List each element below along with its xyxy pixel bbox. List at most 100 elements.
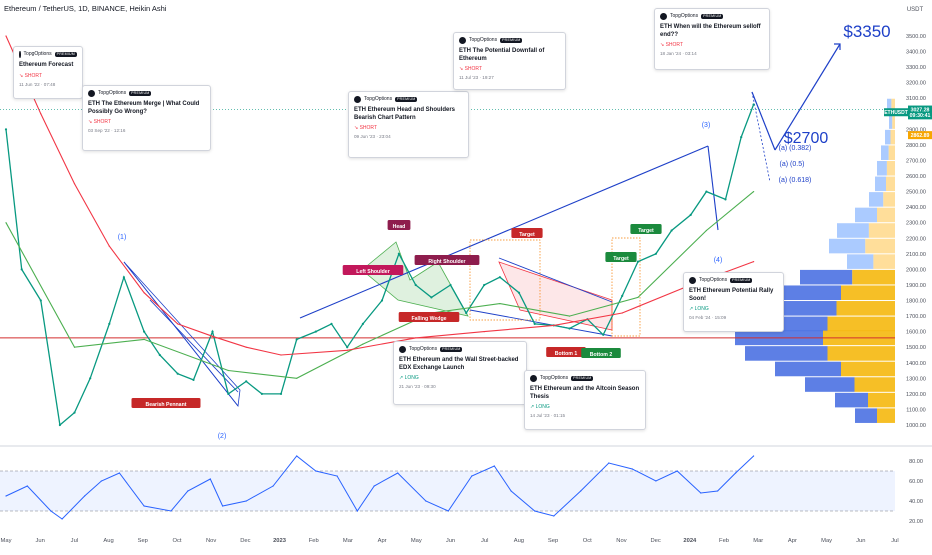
volume-profile-bar-down bbox=[883, 192, 895, 207]
idea-card-altcoin-season[interactable]: TopgOptions PREMIUM ETH Ethereum and the … bbox=[524, 370, 646, 430]
idea-card-ethereum-merge[interactable]: TopgOptions PREMIUM ETH The Ethereum Merg… bbox=[82, 85, 211, 151]
price-point bbox=[670, 229, 673, 232]
price-point bbox=[637, 296, 639, 298]
premium-badge: PREMIUM bbox=[440, 347, 463, 352]
volume-profile-bar-up bbox=[855, 207, 877, 223]
volume-profile-bar-down bbox=[827, 316, 895, 332]
price-tag-label[interactable]: 09:30:41 bbox=[910, 113, 931, 119]
price-point bbox=[158, 353, 161, 357]
volume-profile-bar-down bbox=[891, 98, 895, 114]
price-tick-label: 3500.00 bbox=[906, 34, 926, 40]
time-tick-label: Sep bbox=[548, 538, 558, 544]
price-point bbox=[280, 354, 282, 356]
idea-card-head-and-shoulders[interactable]: TopgOptions PREMIUM ETH Ethereum Head and… bbox=[348, 91, 469, 158]
rsi-point bbox=[170, 510, 172, 512]
time-tick-label: Oct bbox=[172, 538, 181, 544]
volume-profile-bar-up bbox=[800, 269, 853, 285]
rsi-point bbox=[373, 485, 375, 487]
volume-profile-bar-down bbox=[868, 392, 895, 408]
rsi-point bbox=[510, 490, 512, 492]
volume-profile-bar-down bbox=[865, 238, 895, 254]
card-title: ETH When will the Ethereum selloff end?? bbox=[660, 24, 761, 38]
bearish-pennant-label-bg bbox=[131, 398, 201, 408]
pattern-drawings bbox=[0, 43, 895, 407]
projection-arrow bbox=[751, 91, 776, 151]
time-tick-label: 2023 bbox=[273, 538, 287, 544]
symbol-title[interactable]: Ethereum / TetherUS, 1D, BINANCE, Heikin… bbox=[4, 4, 167, 13]
bearish-pennant-label: Bearish Pennant bbox=[146, 402, 187, 408]
wave-label: (2) bbox=[218, 433, 227, 440]
volume-profile-bar-down bbox=[868, 223, 895, 238]
price-point bbox=[380, 299, 384, 302]
volume-profile-bar-up bbox=[745, 346, 828, 361]
card-title: ETH The Potential Downfall of Ethereum bbox=[459, 48, 545, 62]
card-author: TopgOptions bbox=[364, 96, 393, 103]
price-tag-label[interactable]: 3027.28 bbox=[911, 107, 930, 113]
price-point bbox=[397, 252, 400, 255]
price-point bbox=[227, 392, 230, 395]
card-title: ETH Ethereum and the Altcoin Season Thes… bbox=[530, 386, 640, 400]
head-label: Head bbox=[393, 224, 406, 230]
idea-card-selloff-end[interactable]: TopgOptions PREMIUM ETH When will the Eth… bbox=[654, 8, 770, 70]
rsi-point bbox=[397, 472, 399, 474]
rsi-tick-label: 40.00 bbox=[909, 499, 923, 505]
time-axis[interactable]: May Jun Jul Aug Sep Oct Nov Dec 2023 Feb Mar Apr May… bbox=[1, 538, 899, 544]
volume-profile-bar-down bbox=[886, 176, 895, 192]
price-point bbox=[498, 276, 501, 279]
wave-label: (3) bbox=[702, 122, 711, 129]
idea-card-potential-downfall[interactable]: TopgOptions PREMIUM ETH The Potential Dow… bbox=[453, 32, 566, 90]
price-point bbox=[122, 276, 125, 279]
rsi-line bbox=[5, 455, 754, 520]
price-point bbox=[227, 369, 229, 372]
price-point bbox=[143, 292, 145, 294]
volume-profile-bar-up bbox=[855, 408, 877, 423]
price-point bbox=[636, 260, 640, 263]
rsi-point bbox=[143, 505, 145, 507]
price-point bbox=[689, 213, 692, 216]
price-point bbox=[260, 392, 263, 395]
rsi-point bbox=[336, 475, 338, 477]
price-point bbox=[430, 296, 433, 299]
card-author: TopgOptions bbox=[409, 346, 438, 353]
price-point bbox=[39, 299, 42, 302]
premium-badge: PREMIUM bbox=[730, 278, 753, 283]
rsi-point bbox=[26, 485, 28, 487]
price-point bbox=[752, 103, 755, 106]
volume-profile-bar-up bbox=[885, 129, 891, 145]
price-point bbox=[724, 198, 727, 201]
volume-profile-bar-up bbox=[835, 392, 868, 408]
rsi-point bbox=[118, 472, 120, 474]
channel-line bbox=[707, 145, 719, 231]
volume-profile-bar-down bbox=[854, 377, 895, 392]
price-point bbox=[73, 411, 76, 414]
volume-profile-bar-down bbox=[892, 114, 895, 129]
rsi-point bbox=[272, 485, 274, 487]
price-series-line bbox=[5, 191, 754, 379]
ticker-tag-bg bbox=[884, 108, 908, 117]
idea-card-potential-rally[interactable]: TopgOptions PREMIUM ETH Ethereum Potentia… bbox=[683, 272, 784, 332]
card-author: TopgOptions bbox=[23, 51, 52, 58]
idea-card-edx-exchange[interactable]: TopgOptions PREMIUM ETH Ethereum and the … bbox=[393, 341, 527, 405]
rsi-point bbox=[631, 468, 633, 470]
rsi-point bbox=[425, 500, 427, 502]
volume-profile-bar-down bbox=[852, 269, 895, 285]
price-tick-label: 3100.00 bbox=[906, 96, 926, 102]
target-label: Target bbox=[519, 232, 535, 238]
price-point bbox=[314, 330, 317, 333]
rsi-pane: 20.00 40.00 60.00 80.00 bbox=[0, 445, 932, 525]
price-tick-label: 2800.00 bbox=[906, 143, 926, 149]
idea-card-ethereum-forecast[interactable]: TopgOptions PREMIUM Ethereum Forecast ↘ S… bbox=[13, 46, 83, 99]
volume-profile-bar-down bbox=[827, 346, 895, 361]
price-tag-label[interactable]: 2862.89 bbox=[911, 133, 930, 139]
card-author: TopgOptions bbox=[469, 37, 498, 44]
target-label-bg bbox=[511, 228, 543, 238]
time-tick-label: Aug bbox=[514, 538, 524, 544]
volume-profile-bar-up bbox=[775, 361, 841, 377]
time-tick-label: Oct bbox=[583, 538, 592, 544]
ticker-tag-label[interactable]: ETHUSDT bbox=[884, 110, 908, 116]
rsi-band bbox=[0, 471, 895, 511]
rsi-point bbox=[61, 518, 63, 520]
rsi-point bbox=[553, 515, 555, 517]
price-point bbox=[465, 311, 468, 315]
